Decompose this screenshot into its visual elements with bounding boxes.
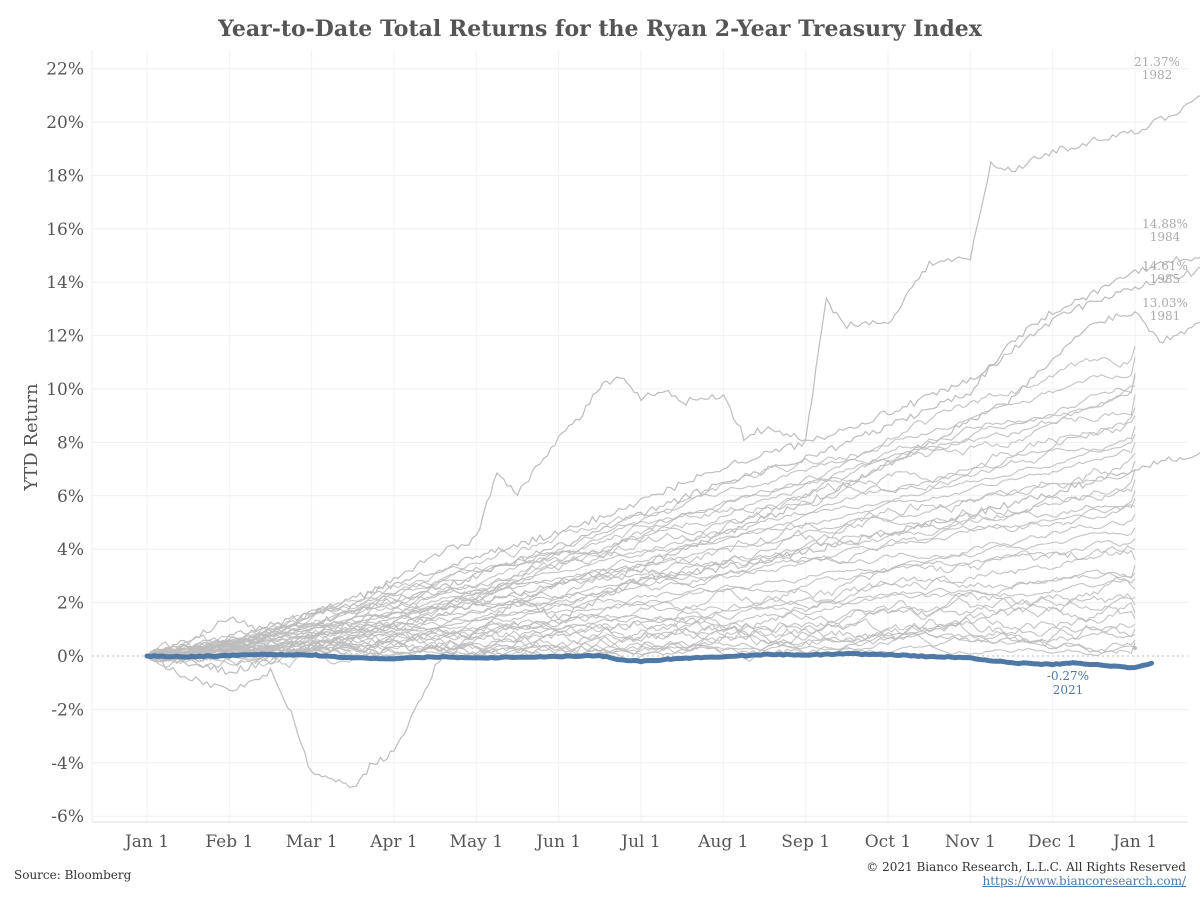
y-tick-label: 0% bbox=[57, 647, 84, 667]
series-year-label: 1982 bbox=[1142, 68, 1173, 82]
y-tick-label: -2% bbox=[51, 700, 84, 720]
series-year-label: 1981 bbox=[1150, 309, 1181, 323]
series-line bbox=[146, 442, 1136, 659]
series-line bbox=[146, 451, 1200, 789]
series-line bbox=[146, 372, 1136, 657]
series-value-label: 14.61% bbox=[1142, 259, 1188, 273]
series-line bbox=[146, 266, 1200, 659]
y-tick-label: 4% bbox=[57, 540, 84, 560]
y-tick-label: 18% bbox=[46, 166, 84, 186]
series-line bbox=[146, 255, 1200, 659]
y-axis-label: YTD Return bbox=[21, 383, 42, 492]
series-line bbox=[146, 490, 1136, 663]
series-line bbox=[146, 571, 1136, 660]
x-tick-label: Mar 1 bbox=[286, 832, 338, 852]
y-tick-label: 6% bbox=[57, 487, 84, 507]
x-tick-label: Dec 1 bbox=[1028, 832, 1077, 852]
x-tick-label: Feb 1 bbox=[205, 832, 253, 852]
series-value-label: 14.88% bbox=[1142, 217, 1188, 231]
y-tick-label: -4% bbox=[51, 754, 84, 774]
x-tick-label: Jul 1 bbox=[619, 832, 660, 852]
series-line bbox=[146, 95, 1200, 657]
y-tick-label: 12% bbox=[46, 327, 84, 347]
x-tick-label: Sep 1 bbox=[781, 832, 830, 852]
series-line bbox=[146, 426, 1136, 661]
series-value-label: 21.37% bbox=[1134, 55, 1180, 69]
series-line bbox=[146, 498, 1136, 657]
source-note: Source: Bloomberg bbox=[14, 868, 132, 882]
series-line bbox=[146, 394, 1136, 657]
series-year-label: 1985 bbox=[1150, 272, 1181, 286]
series-line bbox=[146, 452, 1136, 658]
x-tick-label: Jan 1 bbox=[1111, 832, 1157, 852]
series-line bbox=[146, 545, 1136, 664]
series-line bbox=[146, 602, 1136, 662]
series-line bbox=[146, 434, 1136, 659]
series-line bbox=[146, 407, 1136, 669]
website-link[interactable]: https://www.biancoresearch.com/ bbox=[982, 874, 1186, 888]
y-tick-label: -6% bbox=[51, 807, 84, 827]
y-tick-label: 2% bbox=[57, 594, 84, 614]
highlight-year-label: 2021 bbox=[1053, 683, 1084, 697]
y-tick-label: 8% bbox=[57, 433, 84, 453]
series-line bbox=[146, 565, 1136, 657]
copyright-note: © 2021 Bianco Research, L.L.C. All Right… bbox=[866, 860, 1186, 874]
x-tick-label: Jun 1 bbox=[534, 832, 581, 852]
annotation-layer: 21.37%1982 14.88%1984 14.61%1985 13.03%1981… bbox=[1047, 55, 1188, 697]
labeled-series-layer bbox=[146, 95, 1200, 789]
y-tick-label: 16% bbox=[46, 220, 84, 240]
y-tick-label: 22% bbox=[46, 60, 84, 80]
highlight-value-label: -0.27% bbox=[1047, 669, 1089, 683]
axis-layer: -6% -4% -2% 0% 2% 4% 6% 8% 10% 12% 14% 16% 18% 20% 22%… bbox=[46, 50, 1188, 852]
x-tick-label: Aug 1 bbox=[697, 832, 748, 852]
series-end-dot bbox=[1133, 645, 1137, 650]
y-tick-label: 14% bbox=[46, 273, 84, 293]
series-line bbox=[146, 527, 1136, 660]
chart-title: Year-to-Date Total Returns for the Ryan … bbox=[218, 16, 982, 42]
series-value-label: 13.03% bbox=[1142, 296, 1188, 310]
series-line bbox=[146, 311, 1200, 676]
x-tick-label: Jan 1 bbox=[123, 832, 169, 852]
series-year-label: 1984 bbox=[1150, 230, 1181, 244]
x-tick-label: Nov 1 bbox=[945, 832, 996, 852]
series-line bbox=[146, 346, 1136, 659]
series-line bbox=[146, 415, 1136, 661]
series-line-2021 bbox=[144, 650, 1154, 671]
x-tick-label: Oct 1 bbox=[865, 832, 912, 852]
grid-layer bbox=[92, 50, 1188, 822]
y-tick-label: 20% bbox=[46, 113, 84, 133]
y-tick-label: 10% bbox=[46, 380, 84, 400]
highlight-series-layer bbox=[144, 650, 1154, 671]
x-tick-label: May 1 bbox=[450, 832, 503, 852]
x-tick-label: Apr 1 bbox=[369, 832, 418, 852]
